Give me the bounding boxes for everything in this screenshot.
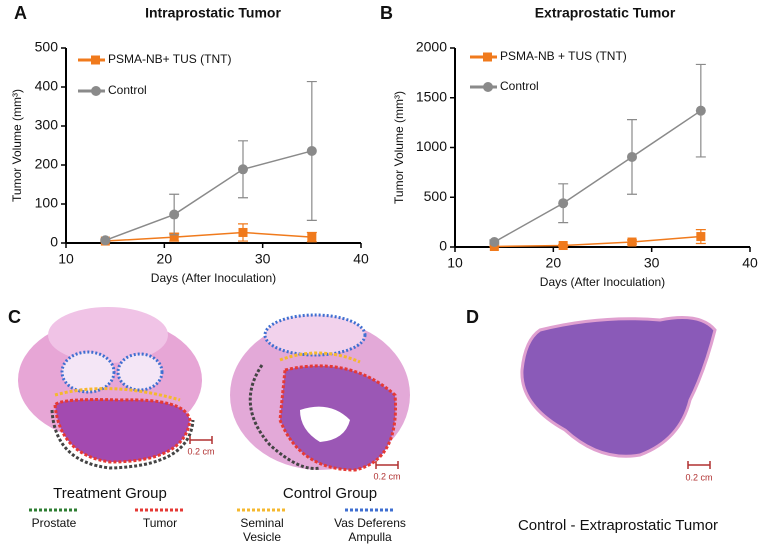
legend-label: Control xyxy=(500,79,539,93)
x-tick-label: 30 xyxy=(255,251,271,267)
panel-label: D xyxy=(466,307,479,327)
marker xyxy=(169,232,179,242)
legend-label: Prostate xyxy=(32,516,77,530)
y-tick-label: 2000 xyxy=(416,39,447,55)
panel-label: A xyxy=(14,3,27,23)
y-tick-label: 100 xyxy=(35,195,59,211)
y-tick-label: 1000 xyxy=(416,138,447,154)
x-tick-label: 30 xyxy=(644,255,660,271)
scale-label: 0.2 cm xyxy=(685,472,712,482)
y-tick-label: 300 xyxy=(35,117,59,133)
group-label: Control Group xyxy=(283,485,377,502)
legend-label: Tumor xyxy=(143,516,177,530)
marker xyxy=(169,209,180,220)
y-tick-label: 0 xyxy=(50,234,58,250)
series-line xyxy=(105,231,312,242)
legend-marker xyxy=(483,52,492,62)
legend-marker xyxy=(91,86,101,96)
x-axis-label: Days (After Inoculation) xyxy=(540,275,665,289)
y-tick-label: 500 xyxy=(35,39,59,55)
histology-extraprostatic xyxy=(520,316,717,458)
legend-label: Ampulla xyxy=(348,530,392,544)
marker xyxy=(627,151,637,162)
legend-label: Vesicle xyxy=(243,530,281,544)
caption: Control - Extraprostatic Tumor xyxy=(518,517,718,534)
histology-control xyxy=(230,313,410,472)
legend-label: Control xyxy=(108,83,147,97)
marker xyxy=(307,232,317,242)
group-label: Treatment Group xyxy=(53,485,167,502)
marker xyxy=(100,235,111,246)
legend-label: PSMA-NB + TUS (TNT) xyxy=(500,49,627,63)
marker xyxy=(558,198,569,209)
legend-label: PSMA-NB+ TUS (TNT) xyxy=(108,52,231,66)
panel-label: B xyxy=(380,3,393,23)
x-tick-label: 40 xyxy=(742,255,758,271)
scale-bars xyxy=(189,436,711,469)
x-tick-label: 20 xyxy=(157,251,173,267)
y-tick-label: 500 xyxy=(424,188,448,204)
x-tick-label: 20 xyxy=(546,255,562,271)
legend-marker xyxy=(91,55,100,65)
legend-marker xyxy=(483,82,493,92)
x-tick-label: 10 xyxy=(58,251,74,267)
marker xyxy=(238,227,248,237)
marker xyxy=(627,237,637,247)
y-tick-label: 200 xyxy=(35,156,59,172)
legend-label: Seminal xyxy=(240,516,283,530)
x-axis-label: Days (After Inoculation) xyxy=(151,271,276,285)
legend-label: Vas Deferens xyxy=(334,516,406,530)
marker xyxy=(306,145,317,156)
scale-label: 0.2 cm xyxy=(187,446,214,456)
y-tick-label: 0 xyxy=(439,238,447,254)
series-line xyxy=(105,150,313,241)
scale-label: 0.2 cm xyxy=(373,471,400,481)
y-tick-label: 1500 xyxy=(416,88,447,104)
x-tick-label: 10 xyxy=(447,255,463,271)
marker xyxy=(558,241,568,251)
panel-label: C xyxy=(8,307,21,327)
y-axis-label: Tumor Volume (mm³) xyxy=(10,89,24,202)
marker xyxy=(695,105,706,116)
histology-treatment xyxy=(18,307,202,470)
chart-title: Intraprostatic Tumor xyxy=(145,5,281,21)
chart-title: Extraprostatic Tumor xyxy=(535,5,676,21)
series-line xyxy=(493,110,702,243)
y-tick-label: 400 xyxy=(35,78,59,94)
x-tick-label: 40 xyxy=(353,251,369,267)
marker xyxy=(238,164,248,175)
y-axis-label: Tumor Volume (mm³) xyxy=(392,91,406,204)
marker xyxy=(489,237,500,248)
series-line xyxy=(494,235,701,248)
marker xyxy=(696,232,706,242)
